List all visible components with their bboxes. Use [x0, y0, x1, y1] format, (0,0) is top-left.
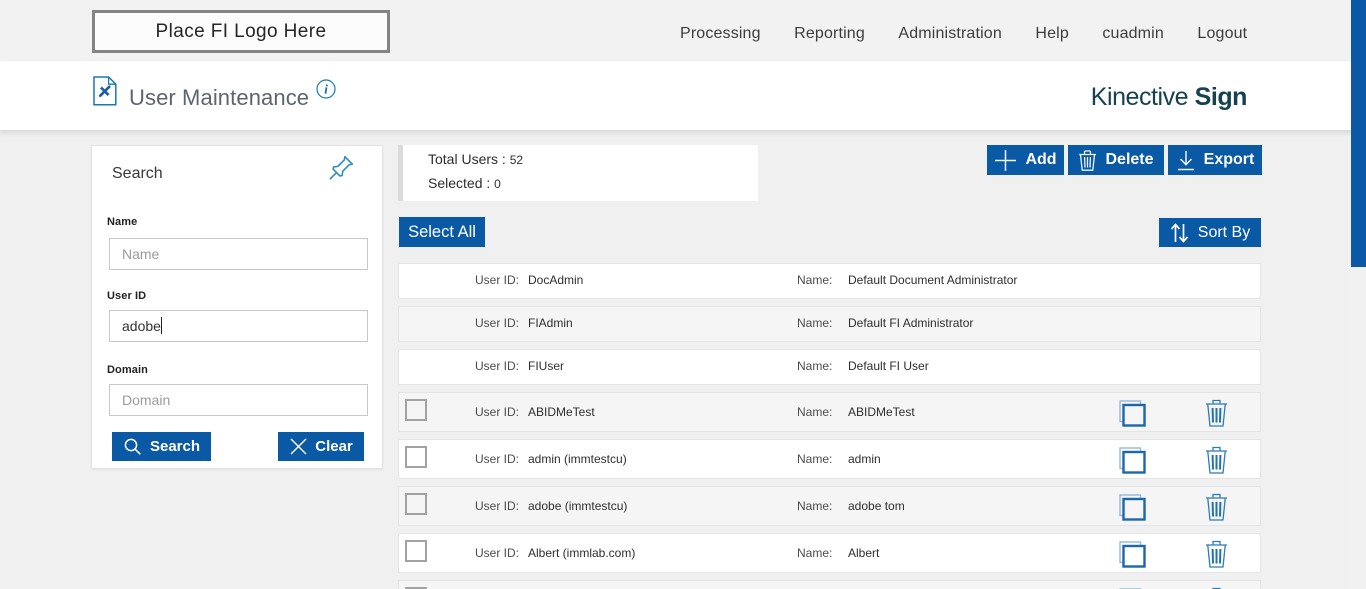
- svg-text:i: i: [324, 82, 328, 97]
